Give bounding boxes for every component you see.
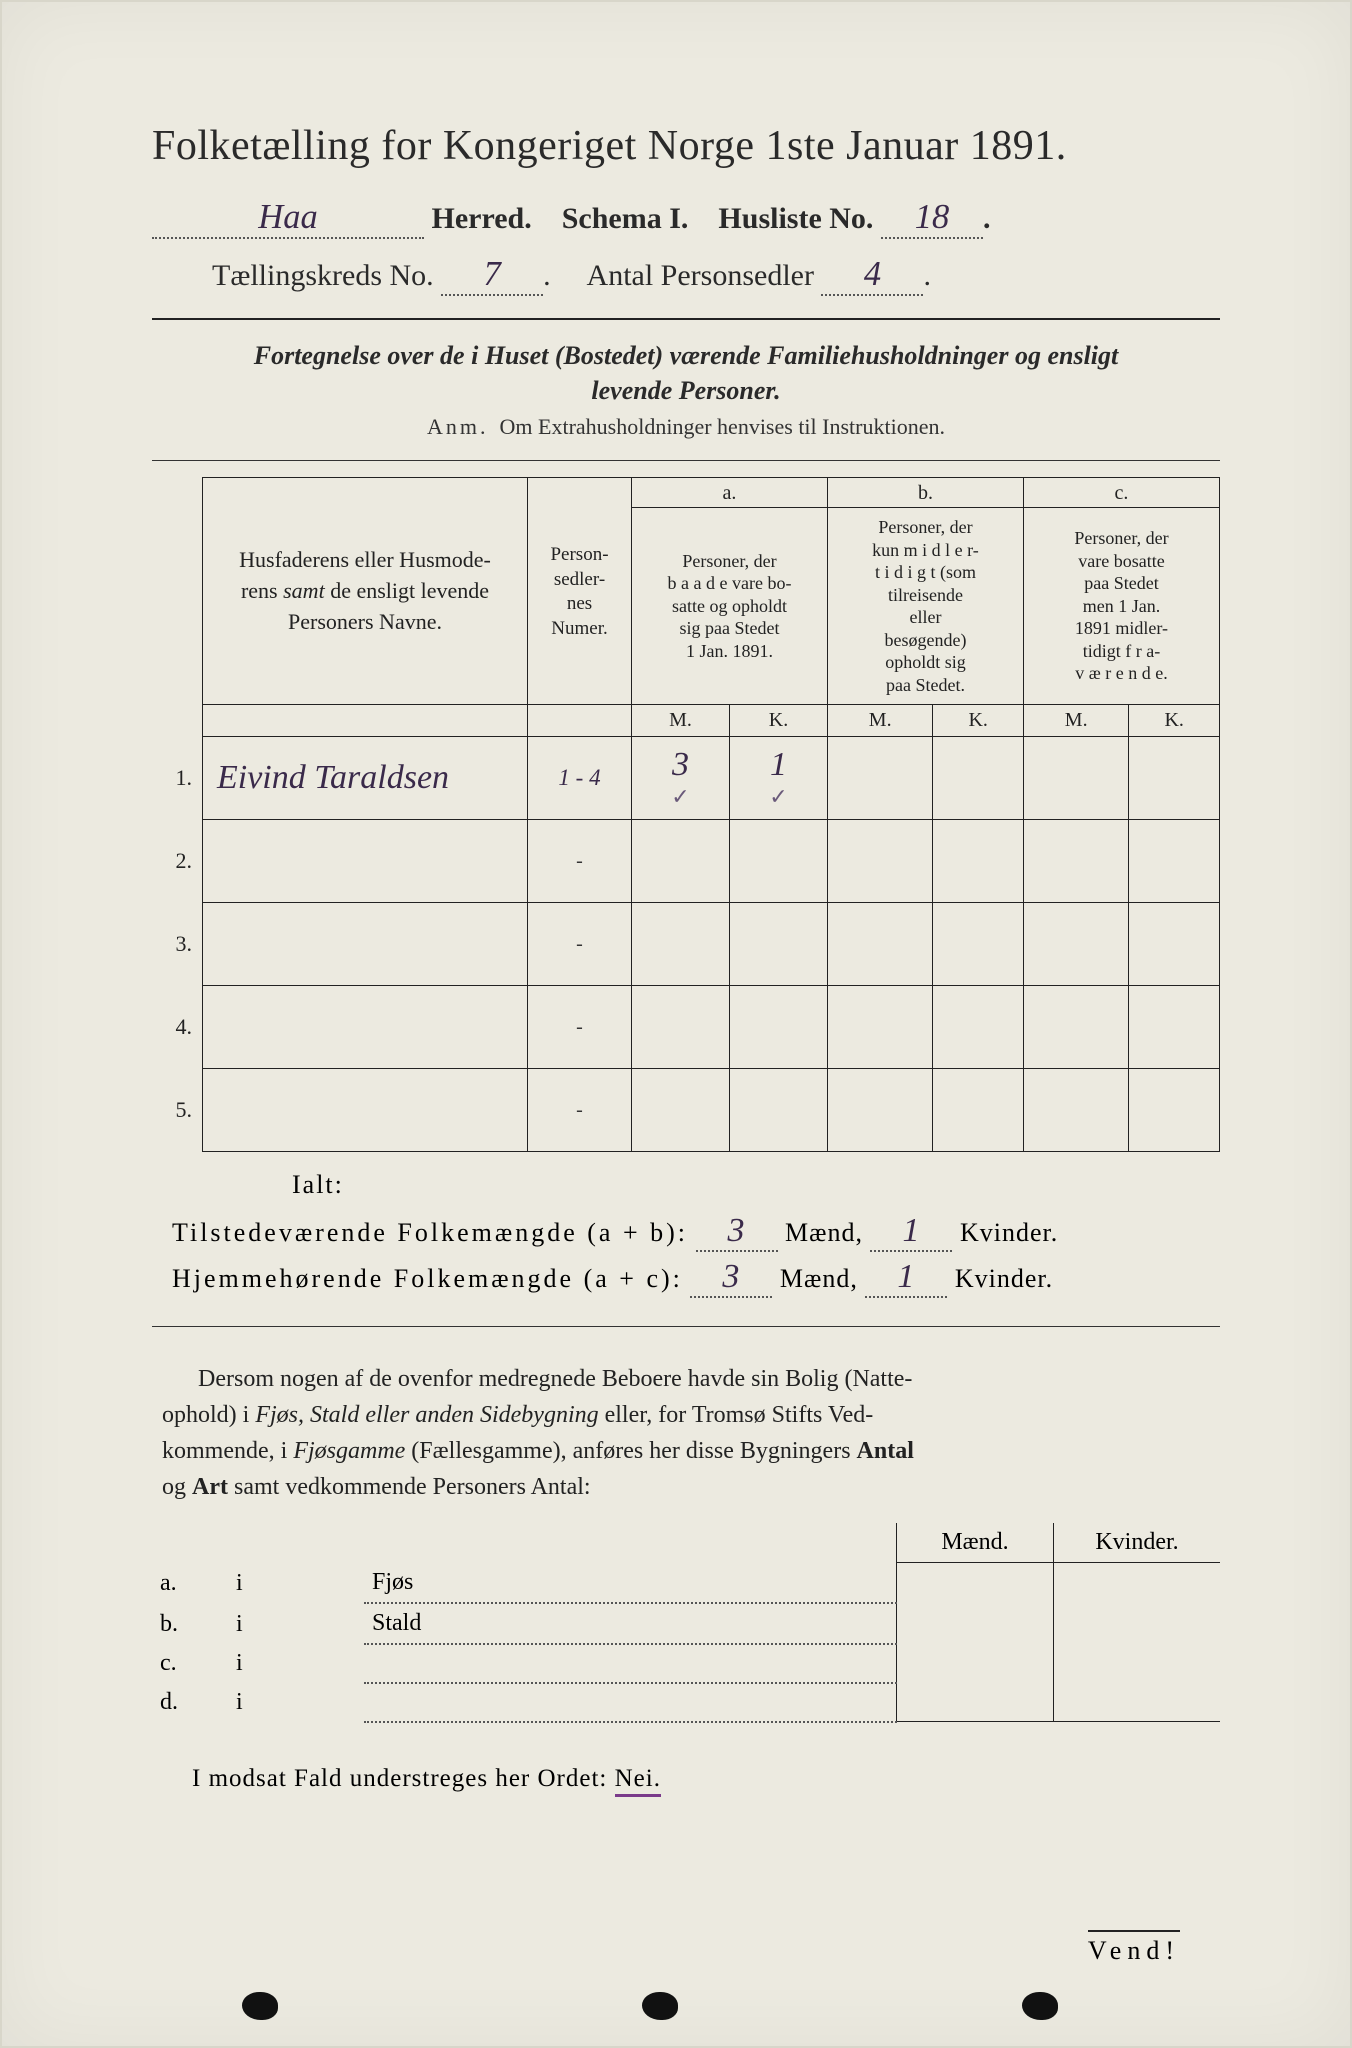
sub-row: b. i Stald xyxy=(152,1603,1220,1644)
mk-header: K. xyxy=(933,705,1024,737)
total-k1: 1 xyxy=(870,1212,952,1252)
mk-header: K. xyxy=(730,705,828,737)
mk-header: M. xyxy=(632,705,730,737)
col-sedler-header: Person-sedler-nesNumer. xyxy=(528,478,632,705)
kreds-label: Tællingskreds No. xyxy=(212,259,434,292)
husliste-value: 18 xyxy=(881,198,983,239)
mk-header: M. xyxy=(828,705,933,737)
total-m2: 3 xyxy=(690,1258,772,1298)
total-k2: 1 xyxy=(865,1258,947,1298)
description: Fortegnelse over de i Huset (Bostedet) v… xyxy=(192,338,1180,408)
ink-blot-icon xyxy=(1022,1992,1058,2020)
ialt-label: Ialt: xyxy=(292,1170,1220,1200)
header-line-2: Tællingskreds No. 7. Antal Personsedler … xyxy=(212,255,1220,296)
sub-row: c. i xyxy=(152,1644,1220,1683)
antal-value: 4 xyxy=(821,255,923,296)
col-a-text: Personer, derb a a d e vare bo-satte og … xyxy=(632,508,828,705)
col-b-label: b. xyxy=(828,478,1024,508)
nei-word: Nei. xyxy=(615,1765,661,1797)
herred-label: Herred. xyxy=(432,202,532,235)
household-table: Husfaderens eller Husmode-rens samt de e… xyxy=(152,477,1220,1152)
totals-line-2: Hjemmehørende Folkemængde (a + c): 3 Mæn… xyxy=(172,1258,1220,1298)
vend-label: Vend! xyxy=(1088,1930,1180,1966)
table-row: 5. - xyxy=(152,1069,1220,1152)
col-c-text: Personer, dervare bosattepaa Stedetmen 1… xyxy=(1023,508,1219,705)
header-line-1: Haa Herred. Schema I. Husliste No. 18. xyxy=(152,198,1220,239)
antal-label: Antal Personsedler xyxy=(587,259,814,292)
annotation-line: Anm. Om Extrahusholdninger henvises til … xyxy=(152,414,1220,440)
mk-header: K. xyxy=(1129,705,1220,737)
census-form-page: Folketælling for Kongeriget Norge 1ste J… xyxy=(0,0,1352,2048)
col-a-label: a. xyxy=(632,478,828,508)
sub-kvinder-header: Kvinder. xyxy=(1054,1523,1221,1563)
sub-maend-header: Mænd. xyxy=(897,1523,1054,1563)
kreds-value: 7 xyxy=(441,255,543,296)
col-c-label: c. xyxy=(1023,478,1219,508)
ink-blot-icon xyxy=(642,1992,678,2020)
building-paragraph: Dersom nogen af de ovenfor medregnede Be… xyxy=(162,1361,1210,1505)
page-title: Folketælling for Kongeriget Norge 1ste J… xyxy=(152,122,1220,170)
divider xyxy=(152,460,1220,461)
col-name-header: Husfaderens eller Husmode-rens samt de e… xyxy=(203,478,528,705)
col-b-text: Personer, derkun m i d l e r-t i d i g t… xyxy=(828,508,1024,705)
table-row: 1. Eivind Taraldsen 1 - 4 3✓ 1✓ xyxy=(152,737,1220,820)
herred-value: Haa xyxy=(152,198,424,239)
sub-row: d. i xyxy=(152,1683,1220,1722)
nei-line: I modsat Fald understreges her Ordet: Ne… xyxy=(192,1765,1220,1793)
divider xyxy=(152,1326,1220,1327)
table-row: 2. - xyxy=(152,820,1220,903)
building-table: Mænd. Kvinder. a. i Fjøs b. i Stald c. i… xyxy=(152,1523,1220,1723)
schema-label: Schema I. xyxy=(562,202,689,235)
total-m1: 3 xyxy=(696,1212,778,1252)
table-row: 4. - xyxy=(152,986,1220,1069)
person-name: Eivind Taraldsen xyxy=(217,759,449,796)
husliste-label: Husliste No. xyxy=(718,202,873,235)
mk-header: M. xyxy=(1023,705,1128,737)
table-row: 3. - xyxy=(152,903,1220,986)
ink-blot-icon xyxy=(242,1992,278,2020)
sub-row: a. i Fjøs xyxy=(152,1563,1220,1603)
totals-line-1: Tilstedeværende Folkemængde (a + b): 3 M… xyxy=(172,1212,1220,1252)
divider xyxy=(152,318,1220,320)
